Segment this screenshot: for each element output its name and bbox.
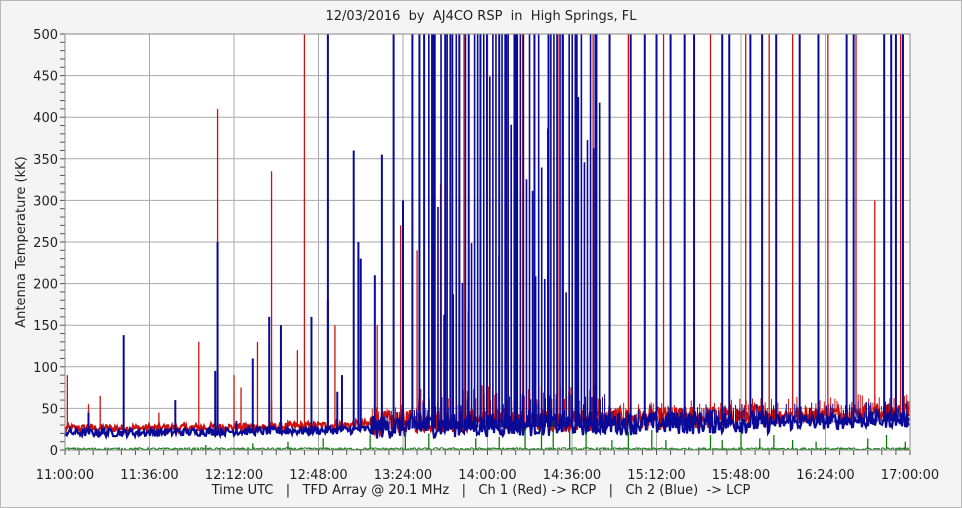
burst-region bbox=[428, 34, 601, 429]
y-tick-label: 500 bbox=[33, 28, 58, 43]
x-axis-footer: Time UTC | TFD Array @ 20.1 MHz | Ch 1 (… bbox=[211, 483, 751, 498]
series-2 bbox=[63, 34, 910, 441]
x-tick-label: 14:00:00 bbox=[458, 468, 516, 483]
y-tick-label: 400 bbox=[33, 111, 58, 126]
x-tick-label: 11:36:00 bbox=[120, 468, 178, 483]
series-line bbox=[63, 408, 910, 441]
y-tick-label: 100 bbox=[33, 361, 58, 376]
y-tick-label: 150 bbox=[33, 319, 58, 334]
x-tick-label: 14:36:00 bbox=[543, 468, 601, 483]
x-tick-label: 12:12:00 bbox=[205, 468, 263, 483]
x-tick-label: 17:00:00 bbox=[881, 468, 939, 483]
plot-border bbox=[64, 33, 911, 451]
axes: 0 50 100 150 200 250 300 350 400 450 500 11:00:00 11… bbox=[33, 28, 939, 483]
x-tick-label: 15:12:00 bbox=[627, 468, 685, 483]
series-layer bbox=[63, 34, 910, 452]
x-tick-label: 13:24:00 bbox=[374, 468, 432, 483]
y-tick-label: 350 bbox=[33, 153, 58, 168]
x-tick-label: 16:24:00 bbox=[796, 468, 854, 483]
y-tick-label: 50 bbox=[41, 402, 58, 417]
y-tick-label: 250 bbox=[33, 236, 58, 251]
x-tick-label: 15:48:00 bbox=[712, 468, 770, 483]
y-tick-label: 0 bbox=[50, 444, 58, 459]
x-tick-label: 12:48:00 bbox=[289, 468, 347, 483]
x-tick-label: 11:00:00 bbox=[36, 468, 94, 483]
y-tick-label: 450 bbox=[33, 70, 58, 85]
y-tick-label: 200 bbox=[33, 278, 58, 293]
y-axis-title: Antenna Temperature (kK) bbox=[14, 156, 29, 327]
y-tick-label: 300 bbox=[33, 194, 58, 209]
chart-title: 12/03/2016 by AJ4CO RSP in High Springs,… bbox=[325, 9, 637, 24]
